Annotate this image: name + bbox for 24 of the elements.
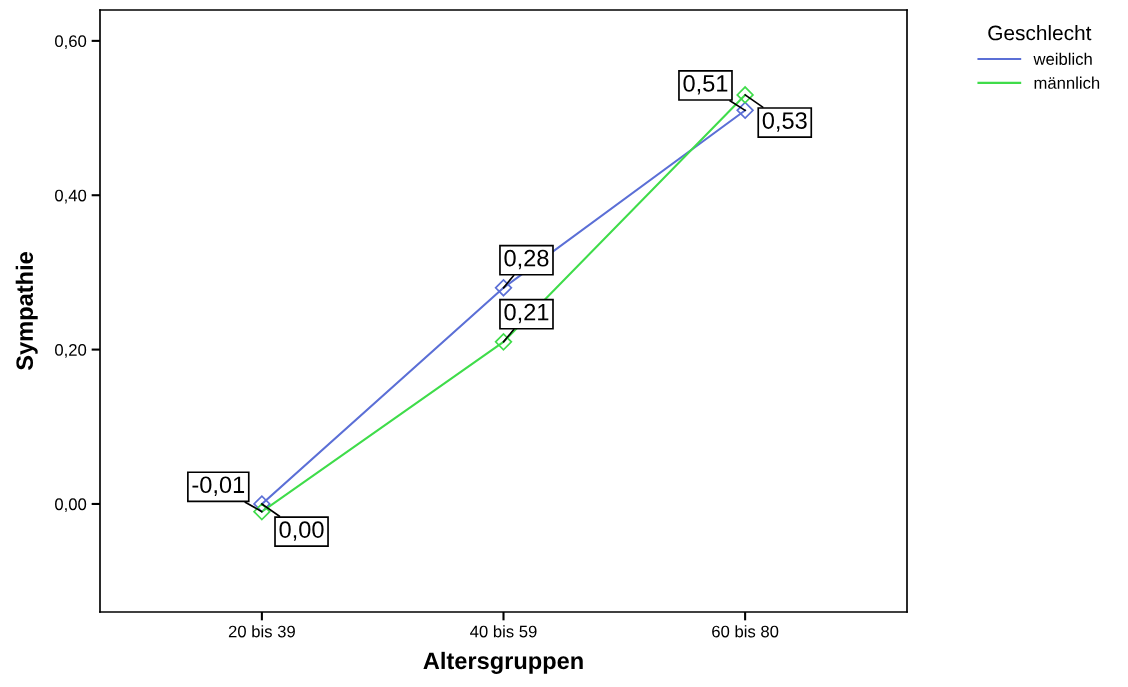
x-tick-label: 60 bis 80 (712, 625, 779, 638)
point (253, 495, 271, 513)
legend-label: weiblich (1033, 52, 1092, 65)
y-axis-title: Sympathie (15, 252, 38, 371)
point (494, 279, 513, 297)
point (736, 86, 754, 104)
data-label: 0,00 (279, 521, 324, 541)
point (494, 333, 513, 351)
data-label: 0,51 (683, 75, 728, 95)
x-tick-label: 40 bis 59 (470, 625, 537, 638)
point (253, 502, 271, 521)
data-label: -0,01 (192, 476, 245, 496)
data-label: 0,28 (504, 249, 549, 270)
legend-label: männlich (1034, 76, 1100, 89)
y-tick-label: 0,40 (55, 189, 87, 204)
data-label: 0,53 (762, 112, 807, 132)
legend-title: Geschlecht (988, 25, 1092, 41)
point (736, 101, 754, 120)
x-tick-label: 20 bis 39 (228, 625, 295, 638)
y-tick-label: 0,00 (55, 498, 87, 513)
data-label: 0,21 (504, 303, 549, 324)
y-tick-label: 0,60 (55, 35, 87, 50)
x-axis-title: Altersgruppen (423, 651, 583, 674)
y-tick-label: 0,20 (55, 343, 87, 358)
